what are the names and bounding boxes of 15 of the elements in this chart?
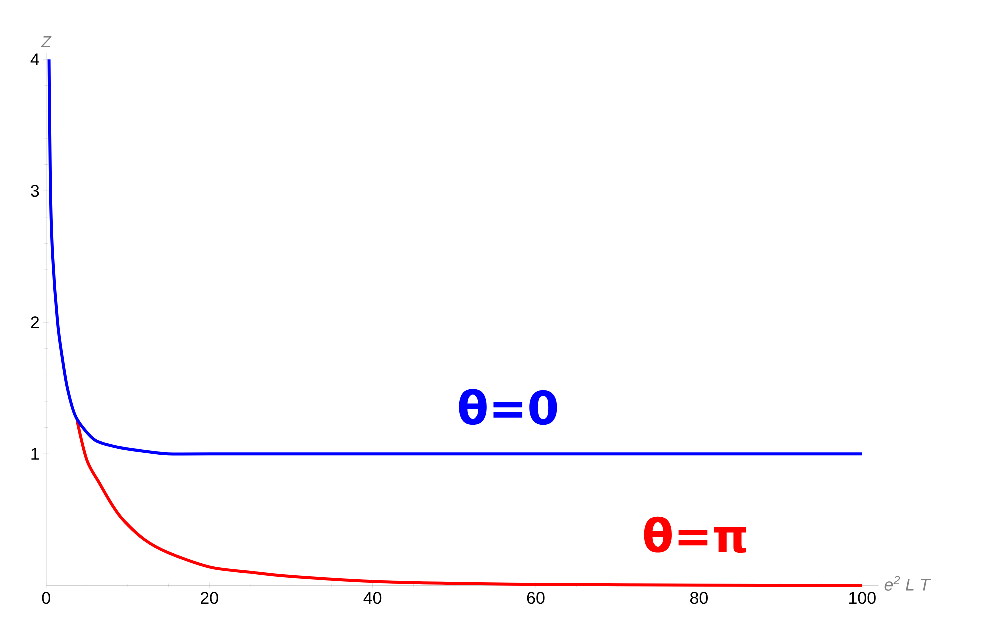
x-tick-label: 60 (527, 592, 545, 604)
series-label: θ=π (644, 516, 746, 554)
y-tick-label: 4 (30, 54, 40, 66)
series-label: θ=0 (459, 389, 558, 426)
y-tick-label: 1 (32, 448, 40, 460)
x-tick-label: 80 (690, 592, 708, 604)
y-tick-label: 2 (31, 316, 40, 329)
y-axis-title: Z (41, 36, 52, 48)
y-tick-label: 3 (31, 185, 40, 198)
x-axis-title: e$^{2}$ L T (884, 576, 932, 591)
line-series (48, 58, 864, 456)
x-tick-label: 40 (364, 592, 382, 604)
x-tick-label: 100 (850, 592, 876, 604)
x-tick-label: 0 (42, 592, 50, 604)
x-tick-label: 20 (201, 592, 218, 604)
